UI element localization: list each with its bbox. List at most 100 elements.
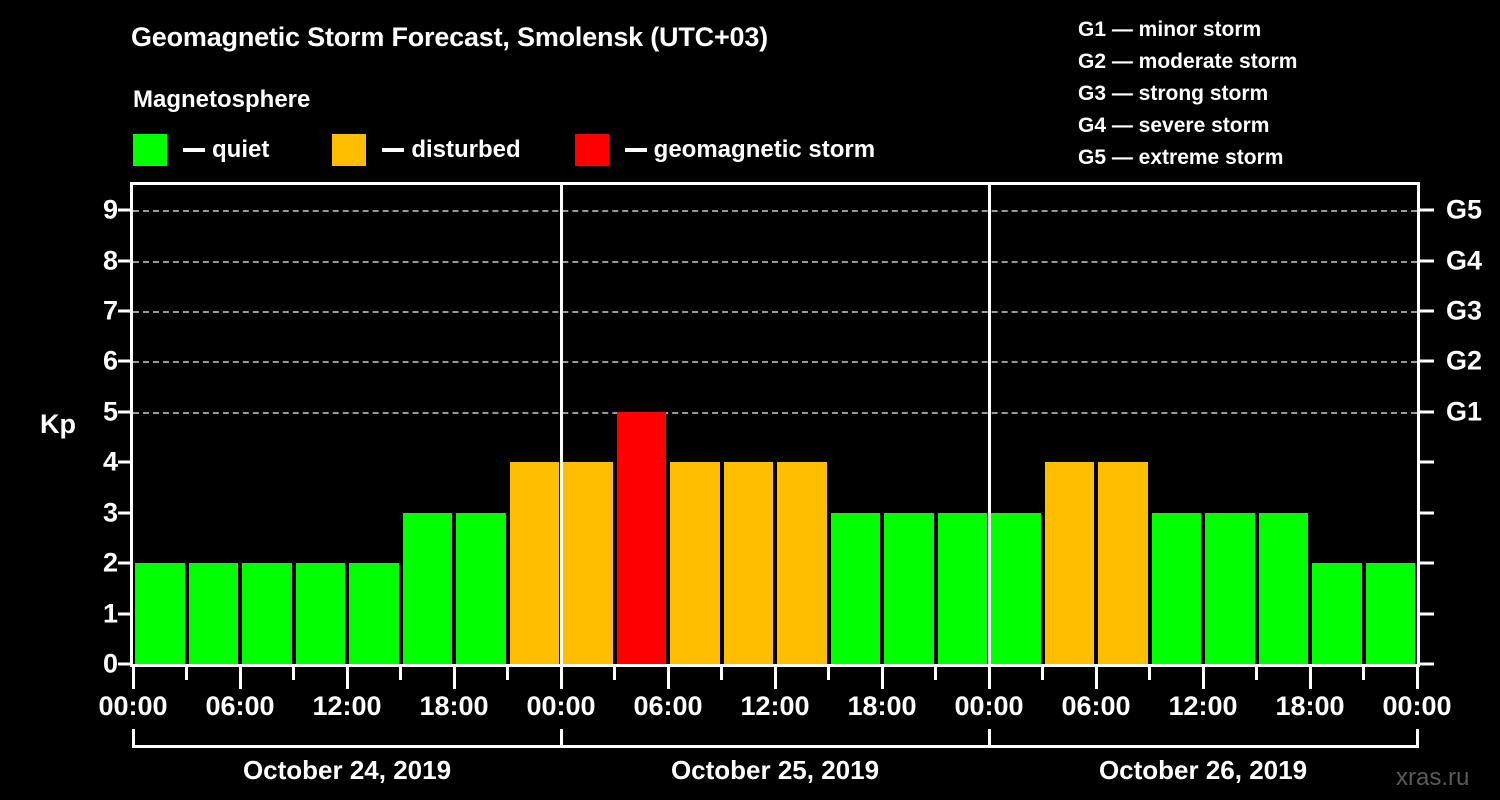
page-title: Geomagnetic Storm Forecast, Smolensk (UT… <box>131 22 768 52</box>
g-tick-label: G1 <box>1446 396 1483 427</box>
x-tick-mark-minor <box>1041 667 1044 680</box>
x-tick-mark <box>880 667 884 689</box>
bar <box>242 563 292 664</box>
g-tick-mark <box>1420 259 1434 263</box>
day-bracket-tick <box>559 729 563 748</box>
y-tick-mark <box>118 309 130 313</box>
x-tick-mark <box>1415 667 1419 689</box>
y-tick-label: 5 <box>102 396 118 427</box>
y-axis-title: Kp <box>40 409 76 439</box>
x-tick-mark-minor <box>613 667 616 680</box>
x-tick-mark <box>131 667 135 689</box>
legend-label-quiet: quiet <box>212 136 270 163</box>
x-tick-mark-minor <box>1148 667 1151 680</box>
x-tick-label: 12:00 <box>1168 691 1238 721</box>
x-tick-mark <box>1094 667 1098 689</box>
day-label: October 25, 2019 <box>670 755 880 785</box>
y-tick-mark <box>118 662 130 666</box>
magnetosphere-heading: Magnetosphere <box>133 86 311 113</box>
x-tick-mark-minor <box>1255 667 1258 680</box>
y-tick-mark <box>118 410 130 414</box>
g-axis-minor-tick <box>1420 612 1434 616</box>
y-tick-label: 3 <box>102 497 118 528</box>
g-tick-label: G4 <box>1446 245 1483 276</box>
x-tick-mark-minor <box>185 667 188 680</box>
x-tick-label: 18:00 <box>419 691 489 721</box>
x-tick-label: 06:00 <box>205 691 275 721</box>
x-tick-mark <box>559 667 563 689</box>
storm-scale-g2: G2 — moderate storm <box>1078 50 1298 73</box>
x-tick-label: 00:00 <box>1382 691 1452 721</box>
g-tick-mark <box>1420 309 1434 313</box>
g-axis-minor-tick <box>1420 561 1434 565</box>
x-tick-mark <box>987 667 991 689</box>
watermark: xras.ru <box>1396 764 1470 791</box>
gridline <box>133 260 1417 263</box>
y-tick-label: 0 <box>102 648 118 679</box>
x-tick-mark-minor <box>720 667 723 680</box>
y-tick-mark <box>118 511 130 515</box>
x-tick-label: 00:00 <box>98 691 168 721</box>
x-tick-label: 12:00 <box>740 691 810 721</box>
bar <box>991 512 1041 664</box>
bar <box>1151 512 1201 664</box>
day-bracket <box>561 745 989 748</box>
magnetosphere-legend: quiet disturbed geomagnetic storm <box>133 133 875 167</box>
x-tick-label: 06:00 <box>633 691 703 721</box>
y-tick-mark <box>118 208 130 212</box>
y-tick-mark <box>118 460 130 464</box>
bar <box>188 563 238 664</box>
bar <box>616 411 666 664</box>
x-tick-mark-minor <box>1362 667 1365 680</box>
legend-item-disturbed: disturbed <box>332 133 521 167</box>
x-tick-mark <box>1308 667 1312 689</box>
storm-scale-g4: G4 — severe storm <box>1078 114 1270 137</box>
x-tick-label: 00:00 <box>526 691 596 721</box>
g-axis-minor-tick <box>1420 662 1434 666</box>
y-tick-label: 4 <box>102 446 118 477</box>
day-bracket-tick <box>1415 729 1419 748</box>
day-divider <box>987 185 991 664</box>
x-tick-mark <box>666 667 670 689</box>
legend-label-disturbed: disturbed <box>411 136 521 163</box>
y-tick-label: 7 <box>102 295 118 326</box>
gridline <box>133 411 1417 414</box>
day-bracket-tick <box>987 729 991 748</box>
legend-label-storm: geomagnetic storm <box>653 136 876 163</box>
x-tick-mark-minor <box>506 667 509 680</box>
bar <box>349 563 399 664</box>
bar <box>1312 563 1362 664</box>
bar <box>295 563 345 664</box>
storm-scale-g1: G1 — minor storm <box>1078 18 1262 41</box>
x-tick-label: 00:00 <box>954 691 1024 721</box>
bar <box>509 462 559 664</box>
bar <box>402 512 452 664</box>
g-axis-minor-tick <box>1420 460 1434 464</box>
bar <box>830 512 880 664</box>
y-tick-label: 2 <box>102 547 118 578</box>
bar <box>937 512 987 664</box>
storm-scale-legend: G1 — minor storm G2 — moderate storm G3 … <box>1078 14 1297 174</box>
bar <box>1258 512 1308 664</box>
legend-swatch-quiet <box>133 134 167 166</box>
x-tick-mark <box>1201 667 1205 689</box>
y-tick-label: 1 <box>102 598 118 629</box>
day-bracket <box>989 745 1417 748</box>
bar <box>670 462 720 664</box>
plot-area <box>130 182 1420 667</box>
g-tick-label: G5 <box>1446 194 1483 225</box>
y-tick-mark <box>118 259 130 263</box>
y-tick-mark <box>118 359 130 363</box>
day-bracket-tick <box>131 729 135 748</box>
gridline <box>133 311 1417 314</box>
g-axis-minor-tick <box>1420 511 1434 515</box>
bar <box>777 462 827 664</box>
legend-item-quiet: quiet <box>133 133 269 167</box>
y-tick-label: 6 <box>102 345 118 376</box>
day-bracket <box>133 745 561 748</box>
day-label: October 24, 2019 <box>242 755 452 785</box>
y-tick-mark <box>118 612 130 616</box>
x-tick-mark-minor <box>292 667 295 680</box>
bar-series <box>133 185 1417 664</box>
